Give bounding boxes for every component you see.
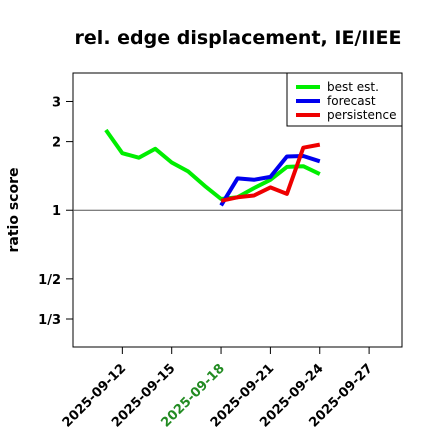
legend-label: best est. bbox=[327, 80, 379, 94]
x-axis: 2025-09-122025-09-152025-09-182025-09-21… bbox=[60, 347, 376, 431]
series-lines bbox=[104, 128, 321, 207]
legend-label: persistence bbox=[327, 108, 396, 122]
y-tick-label: 1/2 bbox=[38, 273, 61, 288]
y-tick-label: 1/3 bbox=[38, 313, 61, 328]
chart-title: rel. edge displacement, IE/IIEE bbox=[75, 27, 402, 49]
y-axis-label: ratio score bbox=[6, 168, 22, 253]
series-line-best-est bbox=[104, 128, 321, 201]
y-tick-label: 2 bbox=[52, 136, 61, 151]
series-line-persistence bbox=[220, 142, 321, 203]
y-axis: 3 2 1 1/2 1/3 bbox=[38, 95, 73, 328]
y-tick-label: 3 bbox=[52, 95, 61, 110]
y-tick-label: 1 bbox=[52, 204, 61, 219]
legend-label: forecast bbox=[327, 94, 376, 108]
series-line-forecast bbox=[219, 154, 321, 207]
